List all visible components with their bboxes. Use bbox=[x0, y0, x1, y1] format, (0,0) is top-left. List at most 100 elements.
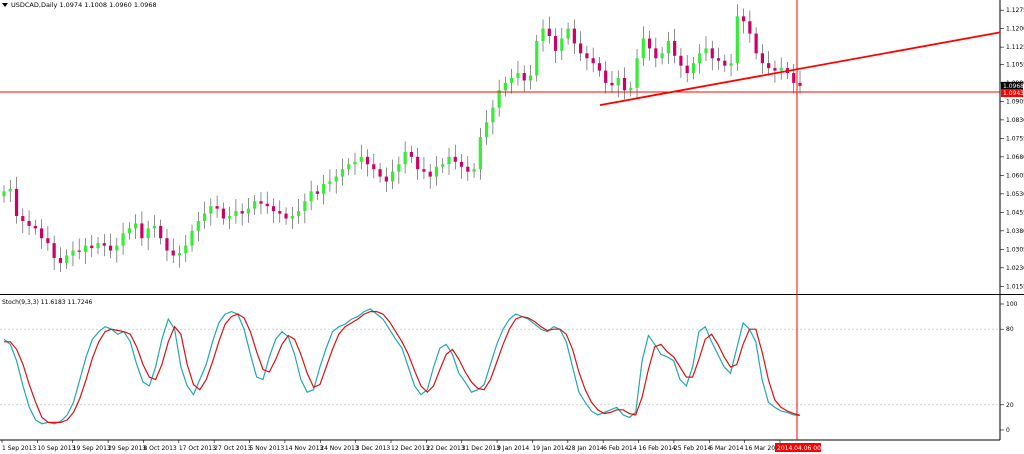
time-tick-label: 27 Oct 2013 bbox=[214, 445, 251, 452]
price-tick-label: 1.1055 bbox=[1006, 61, 1024, 68]
candle-body bbox=[553, 36, 558, 51]
chart-header: USDCAD,Daily 1.0974 1.1008 1.0960 1.0968 bbox=[2, 1, 157, 9]
candle-body bbox=[71, 250, 75, 256]
candle-body bbox=[754, 33, 758, 54]
candle-body bbox=[541, 28, 545, 41]
candle-body bbox=[278, 211, 282, 214]
candle-body bbox=[134, 223, 138, 229]
candle-body bbox=[497, 90, 501, 108]
candle-body bbox=[228, 216, 232, 219]
line-price-badge bbox=[1001, 89, 1023, 98]
crosshair-time-badge bbox=[775, 443, 821, 452]
candle-body bbox=[466, 166, 470, 172]
stoch-tick-label: 100 bbox=[1006, 301, 1018, 308]
candle-body bbox=[591, 58, 595, 64]
candle-body bbox=[748, 21, 752, 34]
candle-body bbox=[353, 161, 357, 165]
time-tick-label: 17 Oct 2013 bbox=[179, 445, 216, 452]
candle-body bbox=[152, 225, 157, 229]
candle-body bbox=[685, 65, 689, 74]
candle-body bbox=[572, 28, 576, 44]
time-tick-label: 29 Sep 2013 bbox=[108, 445, 146, 452]
time-tick-label: 1 Sep 2013 bbox=[2, 445, 36, 452]
candle-body bbox=[259, 201, 263, 204]
candle-body bbox=[234, 211, 238, 217]
candle-body bbox=[303, 201, 307, 212]
time-tick-label: 19 Sep 2013 bbox=[73, 445, 111, 452]
candle-body bbox=[716, 58, 721, 61]
time-tick-label: 22 Dec 2013 bbox=[426, 445, 465, 452]
candle-body bbox=[322, 183, 326, 194]
candle-body bbox=[453, 156, 457, 162]
price-tick-label: 1.1275 bbox=[1006, 7, 1024, 14]
candle-body bbox=[428, 171, 432, 177]
candle-body bbox=[654, 48, 658, 59]
candle-body bbox=[535, 40, 539, 76]
price-tick-label: 1.0230 bbox=[1006, 265, 1024, 272]
stoch-tick-label: 0 bbox=[1006, 427, 1010, 434]
price-tick-label: 1.0605 bbox=[1006, 172, 1024, 179]
candle-body bbox=[679, 55, 683, 66]
candle-body bbox=[472, 169, 476, 172]
candle-body bbox=[190, 230, 194, 246]
candle-body bbox=[315, 191, 319, 194]
candle-body bbox=[741, 16, 746, 22]
candle-body bbox=[196, 220, 200, 231]
candle-body bbox=[403, 151, 407, 165]
time-tick-label: 16 Feb 2014 bbox=[639, 445, 677, 452]
candle-body bbox=[691, 63, 696, 74]
candle-body bbox=[96, 243, 100, 249]
stoch-levels bbox=[0, 328, 1000, 406]
candle-body bbox=[447, 156, 451, 165]
dropdown-triangle-icon bbox=[2, 3, 8, 7]
candle-body bbox=[221, 208, 225, 219]
candle-body bbox=[83, 245, 88, 252]
candle-body bbox=[767, 63, 771, 69]
candle-body bbox=[710, 48, 714, 59]
candle-body bbox=[635, 58, 639, 88]
candle-body bbox=[165, 238, 169, 251]
stoch-axis-ticks: 100 80 20 0 bbox=[1000, 301, 1018, 434]
candle-body bbox=[52, 243, 56, 258]
candle-body bbox=[641, 38, 645, 59]
line-price-label: 1.0943 bbox=[1003, 90, 1024, 97]
candle-body bbox=[673, 40, 677, 56]
time-tick-label: 8 Oct 2013 bbox=[143, 445, 176, 452]
time-tick-label: 19 Jan 2014 bbox=[532, 445, 568, 452]
time-tick-label: 10 Sep 2013 bbox=[37, 445, 75, 452]
candle-body bbox=[8, 188, 12, 192]
candle-body bbox=[14, 188, 19, 217]
candle-body bbox=[459, 161, 464, 167]
candle-body bbox=[334, 176, 338, 182]
indicator-label: Stoch(9,3,3) 11.6183 11.7246 bbox=[2, 299, 93, 306]
candle-body bbox=[171, 250, 175, 256]
candle-body bbox=[127, 228, 131, 234]
price-tick-label: 1.0830 bbox=[1006, 117, 1024, 124]
candle-body bbox=[177, 253, 182, 256]
candle-body bbox=[434, 166, 439, 177]
candle-body bbox=[290, 216, 294, 219]
candle-body bbox=[698, 53, 702, 64]
candle-body bbox=[610, 82, 614, 86]
candle-body bbox=[115, 245, 119, 251]
candle-body bbox=[760, 53, 764, 64]
price-tick-label: 1.0155 bbox=[1006, 283, 1024, 290]
candle-body bbox=[422, 169, 426, 172]
time-tick-label: 16 Mar 2014 bbox=[745, 445, 783, 452]
current-price-badge bbox=[1001, 81, 1023, 90]
trend-line-upper bbox=[599, 31, 1001, 106]
candle-body bbox=[328, 181, 332, 184]
price-tick-label: 1.0305 bbox=[1006, 246, 1024, 253]
candle-body bbox=[566, 28, 570, 39]
price-tick-label: 1.0680 bbox=[1006, 154, 1024, 161]
time-tick-label: 25 Feb 2014 bbox=[674, 445, 712, 452]
price-tick-label: 1.0380 bbox=[1006, 228, 1024, 235]
stoch-tick-label: 20 bbox=[1006, 402, 1014, 409]
price-tick-label: 1.0455 bbox=[1006, 209, 1024, 216]
stoch-main-line bbox=[3, 308, 801, 425]
candle-body bbox=[773, 68, 777, 71]
candle-body bbox=[666, 40, 670, 54]
candle-body bbox=[723, 60, 727, 66]
